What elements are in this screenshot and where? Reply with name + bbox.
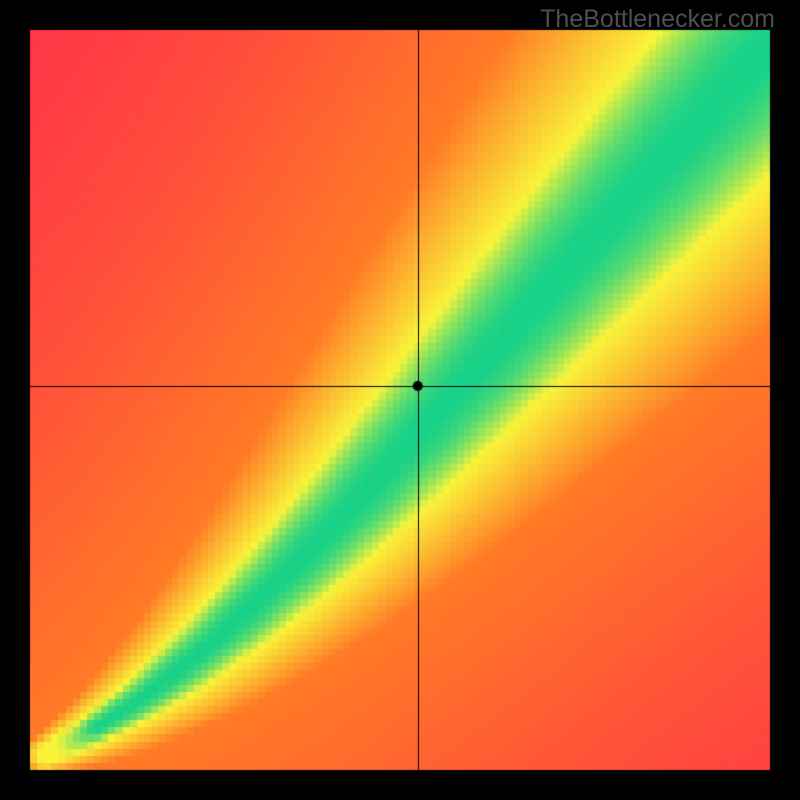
bottleneck-heatmap xyxy=(0,0,800,800)
chart-container: TheBottlenecker.com xyxy=(0,0,800,800)
watermark-text: TheBottlenecker.com xyxy=(540,5,775,34)
